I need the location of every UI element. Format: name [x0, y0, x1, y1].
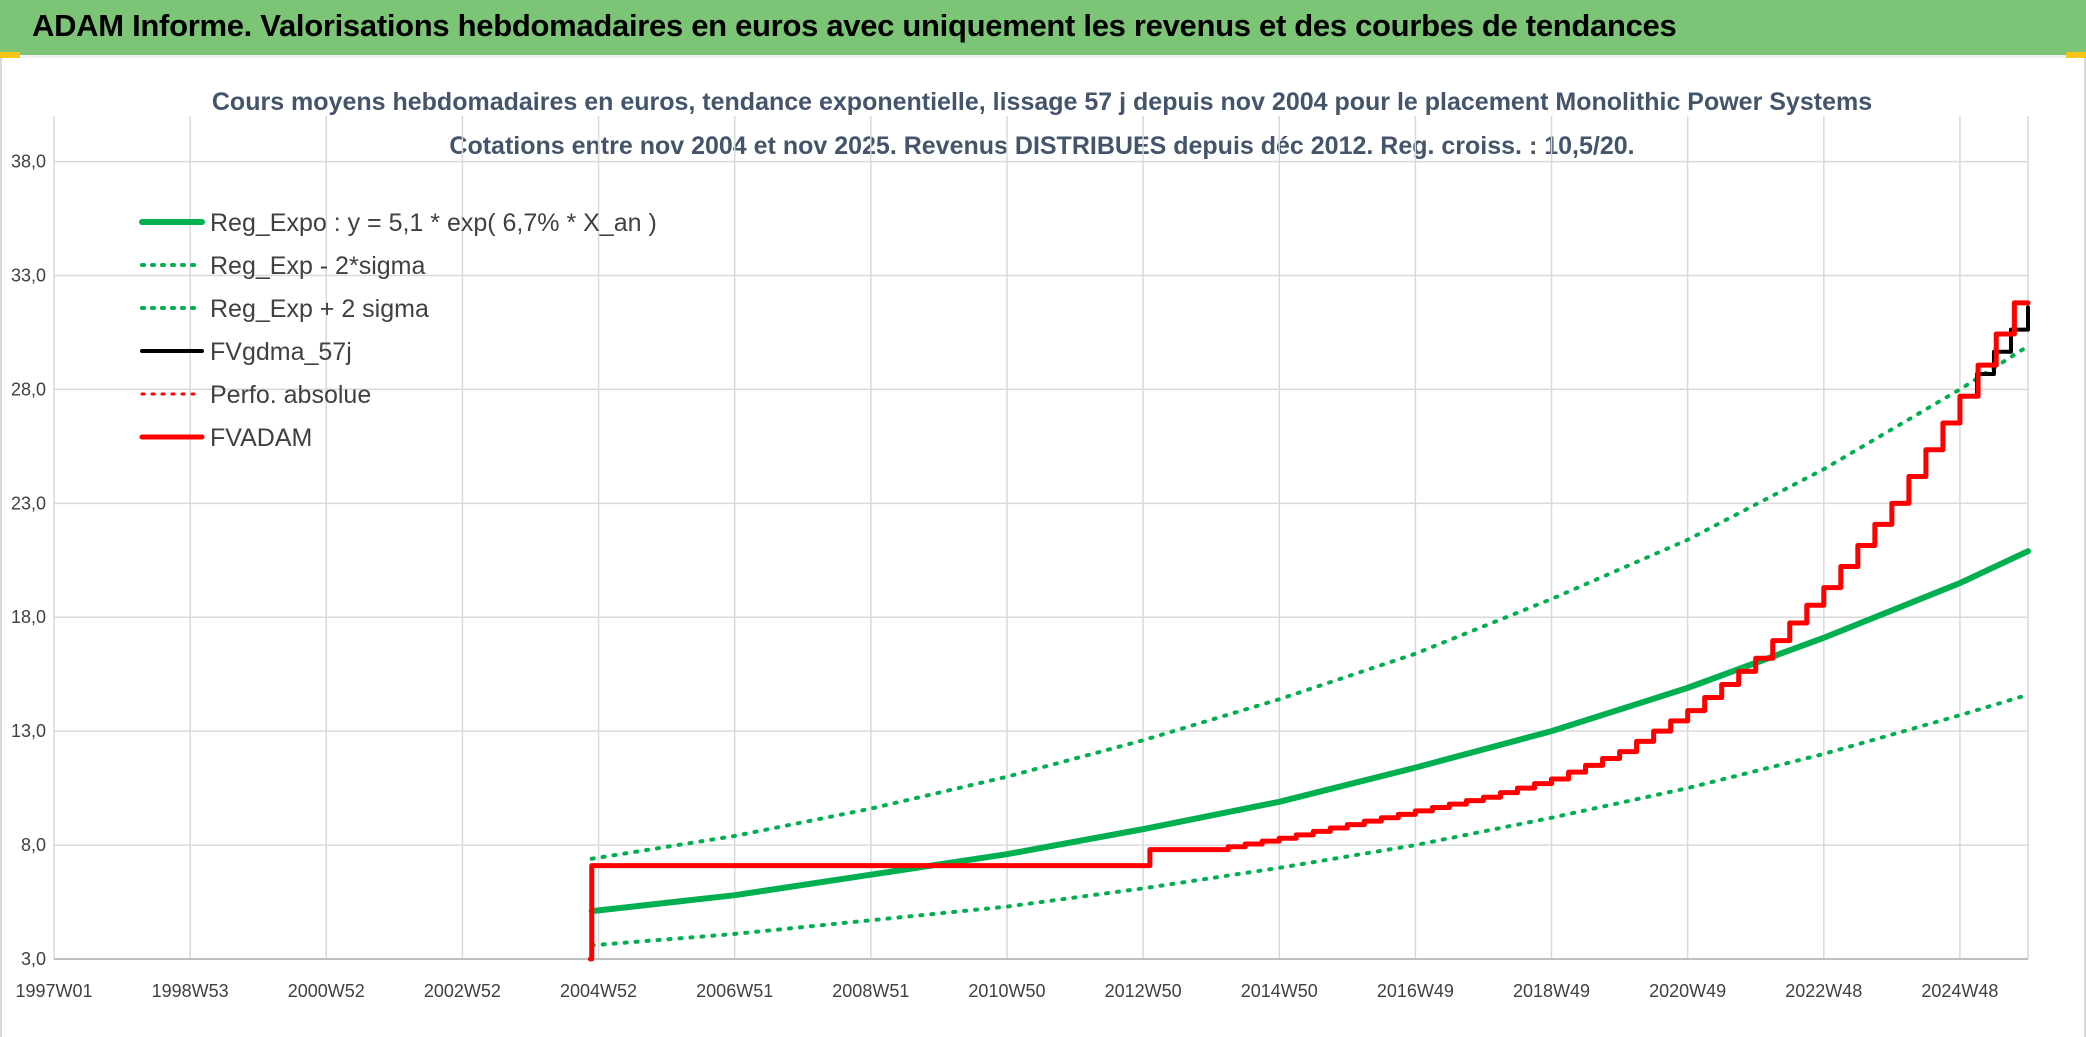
- y-tick-label: 33,0: [11, 265, 46, 285]
- legend: Reg_Expo : y = 5,1 * exp( 6,7% * X_an ) R…: [139, 209, 657, 452]
- x-tick-label: 2020W49: [1649, 981, 1726, 1001]
- line-chart: Cours moyens hebdomadaires en euros, ten…: [11, 88, 2031, 1001]
- x-tick-label: 2000W52: [288, 981, 365, 1001]
- x-tick-label: 2022W48: [1785, 981, 1862, 1001]
- corner-accent-left: [0, 52, 20, 58]
- grid: [53, 116, 2029, 960]
- y-tick-label: 3,0: [21, 949, 46, 969]
- y-tick-label: 18,0: [11, 607, 46, 627]
- chart-area: Cours moyens hebdomadaires en euros, ten…: [0, 58, 2086, 1037]
- axes: 3,0 8,0 13,0 18,0 23,0 28,0 33,0 38,0 1997W01 199…: [11, 152, 2028, 1001]
- series-reg-exp-2-sigma: [589, 344, 2030, 861]
- legend-label: Reg_Exp - 2*sigma: [210, 252, 425, 280]
- y-tick-label: 23,0: [11, 493, 46, 513]
- legend-label: Perfo. absolue: [210, 381, 371, 409]
- x-tick-label: 2004W52: [560, 981, 637, 1001]
- legend-label: FVADAM: [210, 424, 312, 452]
- series-reg-expo-y-5-1-exp-6-7-x-an: [588, 548, 2031, 915]
- x-tick-label: 2008W51: [832, 981, 909, 1001]
- x-tick-label: 2024W48: [1921, 981, 1998, 1001]
- y-tick-label: 28,0: [11, 379, 46, 399]
- series-fvgdma-57j: [589, 305, 2030, 868]
- series-lines: [587, 300, 2031, 962]
- chart-title-line2: Cotations entre nov 2004 et nov 2025. Re…: [449, 132, 1634, 160]
- y-tick-label: 13,0: [11, 721, 46, 741]
- series-fvadam: [587, 300, 2031, 962]
- chart-title-line1: Cours moyens hebdomadaires en euros, ten…: [212, 88, 1872, 116]
- x-tick-label: 2016W49: [1377, 981, 1454, 1001]
- x-tick-label: 2002W52: [424, 981, 501, 1001]
- y-tick-label: 8,0: [21, 835, 46, 855]
- legend-label: Reg_Exp + 2 sigma: [210, 295, 429, 323]
- app-header: ADAM Informe. Valorisations hebdomadaire…: [0, 0, 2086, 58]
- legend-label: Reg_Expo : y = 5,1 * exp( 6,7% * X_an ): [210, 209, 657, 237]
- y-tick-label: 38,0: [11, 152, 46, 172]
- series-reg-exp-2-sigma: [589, 692, 2030, 948]
- legend-label: FVgdma_57j: [210, 338, 352, 366]
- x-tick-label: 2018W49: [1513, 981, 1590, 1001]
- x-tick-label: 2014W50: [1241, 981, 1318, 1001]
- x-tick-label: 2010W50: [968, 981, 1045, 1001]
- x-tick-label: 1998W53: [152, 981, 229, 1001]
- x-tick-label: 1997W01: [15, 981, 92, 1001]
- x-tick-label: 2012W50: [1105, 981, 1182, 1001]
- report-title: ADAM Informe. Valorisations hebdomadaire…: [32, 8, 1677, 43]
- corner-accent-right: [2066, 52, 2086, 58]
- x-tick-label: 2006W51: [696, 981, 773, 1001]
